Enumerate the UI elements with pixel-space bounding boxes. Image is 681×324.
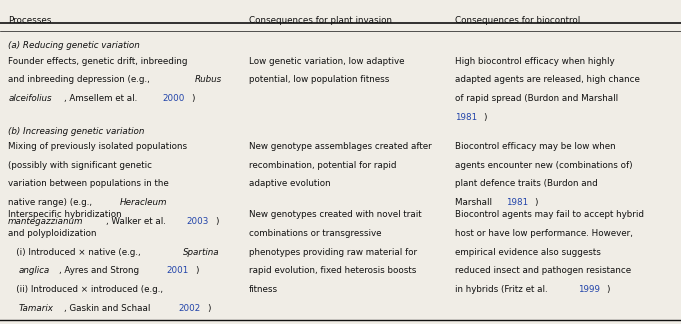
Text: empirical evidence also suggests: empirical evidence also suggests bbox=[455, 248, 601, 257]
Text: ): ) bbox=[215, 217, 219, 226]
Text: mantegazzianum: mantegazzianum bbox=[8, 217, 84, 226]
Text: ): ) bbox=[484, 113, 487, 122]
Text: (i) Introduced × native (e.g.,: (i) Introduced × native (e.g., bbox=[8, 248, 144, 257]
Text: Interspecific hybridization: Interspecific hybridization bbox=[8, 210, 122, 219]
Text: 2000: 2000 bbox=[162, 94, 185, 103]
Text: alceifolius: alceifolius bbox=[8, 94, 52, 103]
Text: rapid evolution, fixed heterosis boosts: rapid evolution, fixed heterosis boosts bbox=[249, 266, 416, 275]
Text: , Ayres and Strong: , Ayres and Strong bbox=[59, 266, 142, 275]
Text: (a) Reducing genetic variation: (a) Reducing genetic variation bbox=[8, 41, 140, 51]
Text: ): ) bbox=[195, 266, 198, 275]
Text: Marshall: Marshall bbox=[455, 198, 494, 207]
Text: ): ) bbox=[208, 304, 211, 313]
Text: in hybrids (Fritz et al.: in hybrids (Fritz et al. bbox=[455, 285, 550, 294]
Text: High biocontrol efficacy when highly: High biocontrol efficacy when highly bbox=[455, 57, 614, 66]
Text: , Walker et al.: , Walker et al. bbox=[106, 217, 168, 226]
Text: New genotype assemblages created after: New genotype assemblages created after bbox=[249, 142, 431, 151]
Text: Spartina: Spartina bbox=[183, 248, 219, 257]
Text: reduced insect and pathogen resistance: reduced insect and pathogen resistance bbox=[455, 266, 631, 275]
Text: 2003: 2003 bbox=[187, 217, 209, 226]
Text: anglica: anglica bbox=[19, 266, 50, 275]
Text: 1981: 1981 bbox=[455, 113, 477, 122]
Text: (b) Increasing genetic variation: (b) Increasing genetic variation bbox=[8, 127, 144, 136]
Text: Mixing of previously isolated populations: Mixing of previously isolated population… bbox=[8, 142, 187, 151]
Text: Consequences for plant invasion: Consequences for plant invasion bbox=[249, 16, 392, 25]
Text: 1999: 1999 bbox=[578, 285, 600, 294]
Text: and inbreeding depression (e.g.,: and inbreeding depression (e.g., bbox=[8, 75, 153, 85]
Text: Processes: Processes bbox=[8, 16, 52, 25]
Text: (possibly with significant genetic: (possibly with significant genetic bbox=[8, 161, 152, 170]
Text: Low genetic variation, low adaptive: Low genetic variation, low adaptive bbox=[249, 57, 404, 66]
Text: Heracleum: Heracleum bbox=[120, 198, 168, 207]
Text: 2001: 2001 bbox=[166, 266, 189, 275]
Text: fitness: fitness bbox=[249, 285, 278, 294]
Text: host or have low performance. However,: host or have low performance. However, bbox=[455, 229, 633, 238]
Text: adaptive evolution: adaptive evolution bbox=[249, 179, 330, 189]
Text: Founder effects, genetic drift, inbreeding: Founder effects, genetic drift, inbreedi… bbox=[8, 57, 188, 66]
Text: variation between populations in the: variation between populations in the bbox=[8, 179, 169, 189]
Text: , Amsellem et al.: , Amsellem et al. bbox=[64, 94, 140, 103]
Text: adapted agents are released, high chance: adapted agents are released, high chance bbox=[455, 75, 639, 85]
Text: ): ) bbox=[191, 94, 195, 103]
Text: (ii) Introduced × introduced (e.g.,: (ii) Introduced × introduced (e.g., bbox=[8, 285, 163, 294]
Text: combinations or transgressive: combinations or transgressive bbox=[249, 229, 381, 238]
Text: plant defence traits (Burdon and: plant defence traits (Burdon and bbox=[455, 179, 598, 189]
Text: New genotypes created with novel trait: New genotypes created with novel trait bbox=[249, 210, 421, 219]
Text: Biocontrol efficacy may be low when: Biocontrol efficacy may be low when bbox=[455, 142, 616, 151]
Text: 2002: 2002 bbox=[179, 304, 201, 313]
Text: ): ) bbox=[535, 198, 538, 207]
Text: potential, low population fitness: potential, low population fitness bbox=[249, 75, 389, 85]
Text: of rapid spread (Burdon and Marshall: of rapid spread (Burdon and Marshall bbox=[455, 94, 618, 103]
Text: , Gaskin and Schaal: , Gaskin and Schaal bbox=[64, 304, 153, 313]
Text: Rubus: Rubus bbox=[195, 75, 222, 85]
Text: ): ) bbox=[606, 285, 610, 294]
Text: phenotypes providing raw material for: phenotypes providing raw material for bbox=[249, 248, 417, 257]
Text: Consequences for biocontrol: Consequences for biocontrol bbox=[455, 16, 580, 25]
Text: agents encounter new (combinations of): agents encounter new (combinations of) bbox=[455, 161, 633, 170]
Text: 1981: 1981 bbox=[506, 198, 528, 207]
Text: Tamarix: Tamarix bbox=[19, 304, 54, 313]
Text: recombination, potential for rapid: recombination, potential for rapid bbox=[249, 161, 396, 170]
Text: Biocontrol agents may fail to accept hybrid: Biocontrol agents may fail to accept hyb… bbox=[455, 210, 644, 219]
Text: native range) (e.g.,: native range) (e.g., bbox=[8, 198, 95, 207]
Text: and polyploidization: and polyploidization bbox=[8, 229, 97, 238]
